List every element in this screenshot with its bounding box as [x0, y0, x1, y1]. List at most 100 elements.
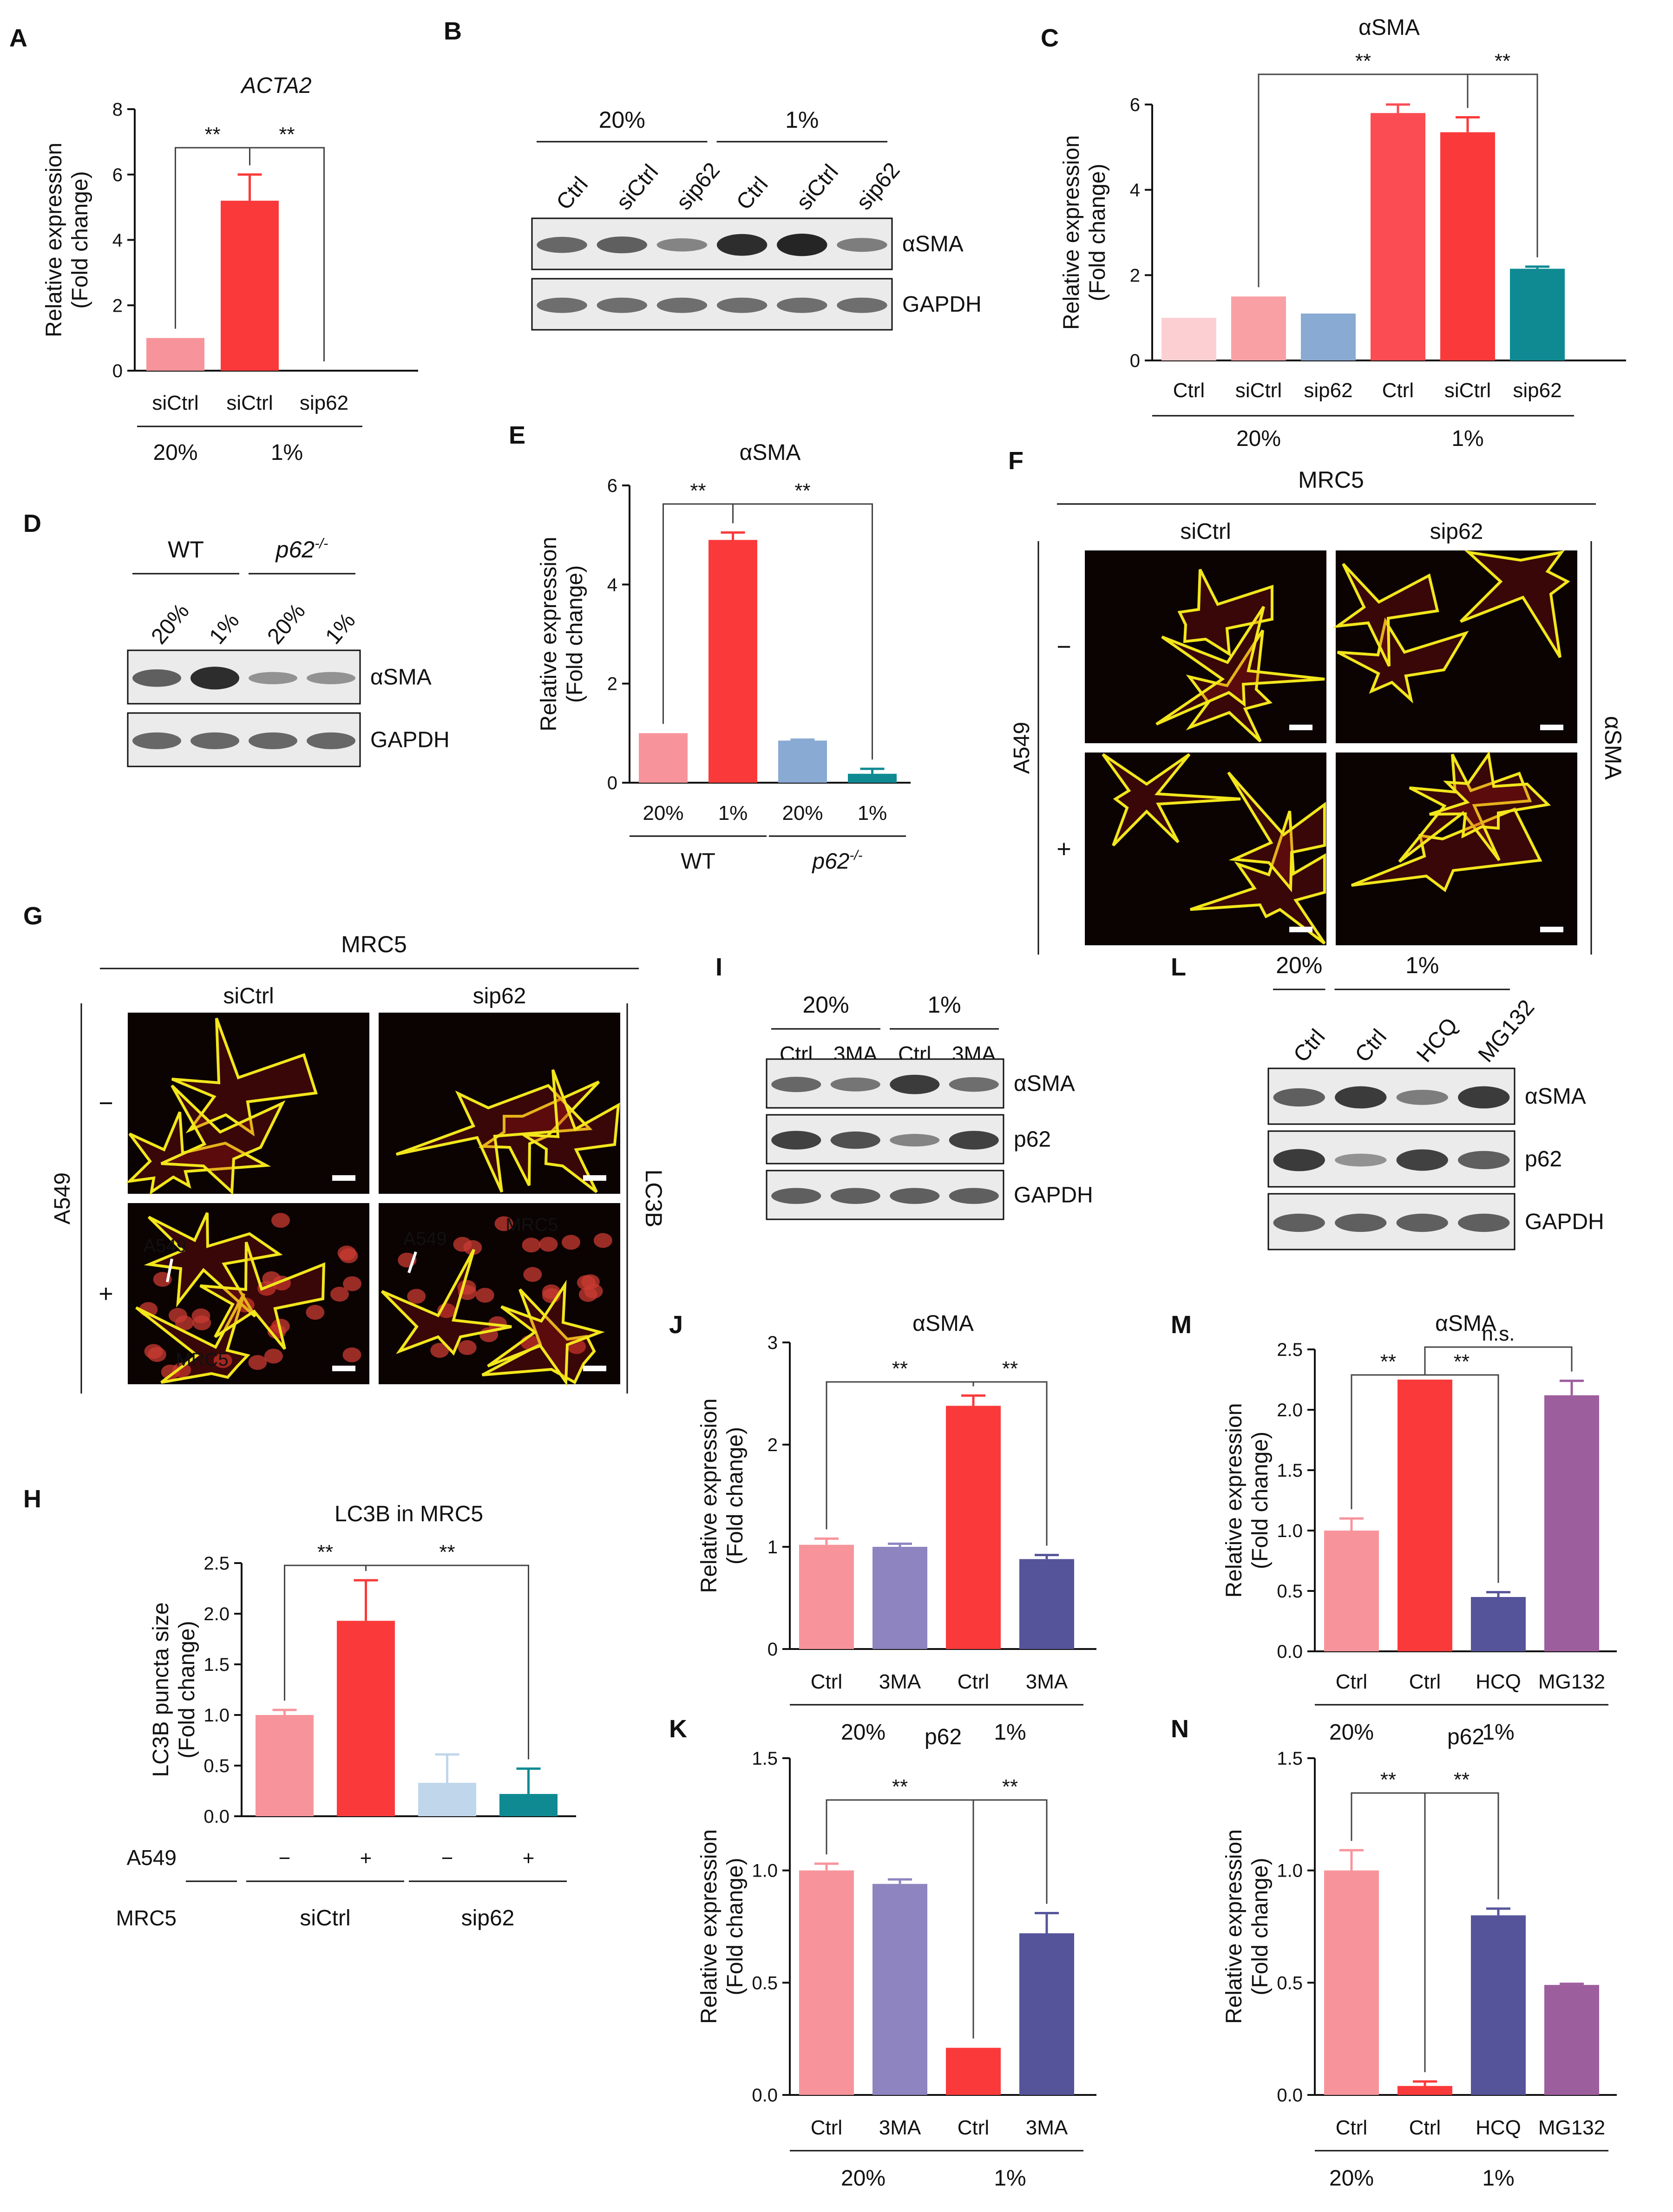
a549-nucleus	[330, 1287, 349, 1302]
y-axis-label: Relative expression(Fold change)	[1222, 1403, 1273, 1598]
panel-label-m: M	[1171, 1311, 1192, 1339]
y-tick-label: 6	[1130, 95, 1140, 115]
column-label: sip62	[1430, 519, 1483, 544]
row-label: A549	[50, 1172, 75, 1224]
significance-label: **	[317, 1541, 333, 1564]
y-axis-label-line: Relative expression	[697, 1829, 722, 2024]
chart-title: αSMA	[1358, 15, 1420, 40]
group-label: 1%	[1482, 1720, 1514, 1745]
group-label: p62-/-	[811, 848, 862, 874]
group-label-text: sip62	[461, 1906, 515, 1931]
blot-band	[837, 297, 887, 313]
chart-title: p62	[1447, 1725, 1484, 1749]
bar	[1161, 318, 1216, 360]
panel-label-l: L	[1171, 953, 1186, 981]
a549-nucleus	[577, 1275, 596, 1290]
cell-outline	[144, 1212, 283, 1318]
micro-panel	[1336, 753, 1577, 945]
blot-band	[771, 1077, 821, 1093]
bar	[799, 1544, 854, 1649]
bar	[799, 1870, 854, 2095]
bar	[1231, 296, 1286, 360]
chart-title: αSMA	[912, 1311, 974, 1336]
significance-label: **	[794, 479, 810, 502]
lane-label: MG132	[1474, 995, 1540, 1067]
group-label-text: 1%	[1482, 2166, 1514, 2191]
blot-band	[716, 234, 768, 256]
a549-nucleus	[578, 1287, 597, 1302]
group-label-text: p62	[275, 537, 315, 563]
row-label: A549	[1010, 722, 1034, 774]
blot-band	[837, 238, 887, 252]
annotation-mrc5-2: MRC5	[505, 1215, 558, 1235]
chart-j: 0 1 2 3 Relative expression(Fold change) αSMA…	[697, 1311, 1096, 1745]
y-tick-label: 0	[1130, 351, 1140, 371]
group-label: 1%	[1482, 2166, 1514, 2191]
a549-nucleus	[430, 1343, 449, 1358]
significance-label: **	[1454, 1350, 1470, 1373]
category-label: Ctrl	[811, 2116, 842, 2139]
blot-band	[890, 1188, 940, 1204]
panel-label-i: I	[715, 953, 722, 981]
y-tick-label: 4	[112, 230, 123, 251]
y-tick-label: 2	[607, 674, 617, 694]
group-label-text: 20%	[802, 992, 849, 1018]
significance-label: **	[892, 1357, 908, 1380]
stain-label: αSMA	[1600, 716, 1626, 780]
blot-band	[1335, 1213, 1387, 1232]
significance-label: **	[439, 1541, 455, 1564]
bar	[1471, 1597, 1526, 1651]
scale-bar	[1289, 927, 1312, 932]
cell-outline	[487, 1280, 605, 1386]
y-tick-label: 0.5	[1277, 1581, 1303, 1602]
y-axis-label-line: (Fold change)	[1248, 1858, 1273, 1995]
cell-outline	[1102, 753, 1241, 847]
blot-row-label: αSMA	[1014, 1072, 1075, 1096]
blot-l: Ctrl Ctrl HCQ MG132 20% 1% αSMA p62 GAPDH	[1267, 952, 1604, 1250]
group-label: 1%	[994, 2166, 1026, 2191]
panel-label-n: N	[1171, 1715, 1189, 1743]
y-axis-label-line: LC3B puncta size	[149, 1602, 173, 1777]
blot-band	[890, 1074, 940, 1094]
y-tick-label: 0	[768, 1639, 778, 1660]
group-label-text: 1%	[994, 2166, 1026, 2191]
blot-band	[771, 1188, 821, 1204]
group-label-sup: -/-	[315, 535, 328, 551]
blot-band	[716, 297, 768, 313]
a549-nucleus	[561, 1235, 580, 1250]
y-axis-label-line: (Fold change)	[563, 565, 587, 703]
category-label: −	[441, 1847, 453, 1870]
group-label-text: 1%	[271, 440, 303, 465]
y-axis-label-line: Relative expression	[537, 537, 561, 732]
arrow-a549-2	[407, 1251, 417, 1273]
blot-row-label: αSMA	[902, 232, 964, 256]
category-label: Ctrl	[811, 1670, 842, 1693]
significance-label: **	[1380, 1350, 1396, 1373]
y-axis-label: Relative expression(Fold change)	[697, 1399, 748, 1593]
chart-k: 0.0 0.5 1.0 1.5 Relative expression(Fold cha…	[697, 1725, 1096, 2191]
blot-strip	[531, 217, 893, 270]
y-tick-label: 0	[112, 361, 123, 381]
y-tick-label: 2	[1130, 265, 1140, 286]
column-label: siCtrl	[1180, 519, 1231, 544]
cell-outline	[1351, 807, 1542, 892]
bar	[221, 201, 279, 371]
blot-band	[1273, 1149, 1325, 1171]
group-label-text: p62	[811, 849, 849, 874]
blot-band	[307, 732, 355, 749]
group-label: 20%	[841, 1720, 886, 1745]
y-axis-label-line: Relative expression	[42, 143, 66, 337]
row-sign: +	[98, 1280, 113, 1308]
y-tick-label: 0.0	[1277, 1642, 1303, 1662]
a549-nucleus	[407, 1289, 426, 1304]
annotation-mrc5: MRC5	[176, 1349, 228, 1370]
cell-outline	[171, 1017, 318, 1137]
blot-band	[830, 1131, 880, 1149]
blot-band	[249, 672, 297, 685]
row-sign: +	[1056, 835, 1071, 863]
category-label: Ctrl	[1382, 379, 1414, 402]
a549-nucleus	[248, 1355, 267, 1370]
category-label: 3MA	[1026, 1670, 1068, 1693]
group-label: 20%	[153, 440, 197, 465]
a549-nucleus	[453, 1237, 472, 1252]
